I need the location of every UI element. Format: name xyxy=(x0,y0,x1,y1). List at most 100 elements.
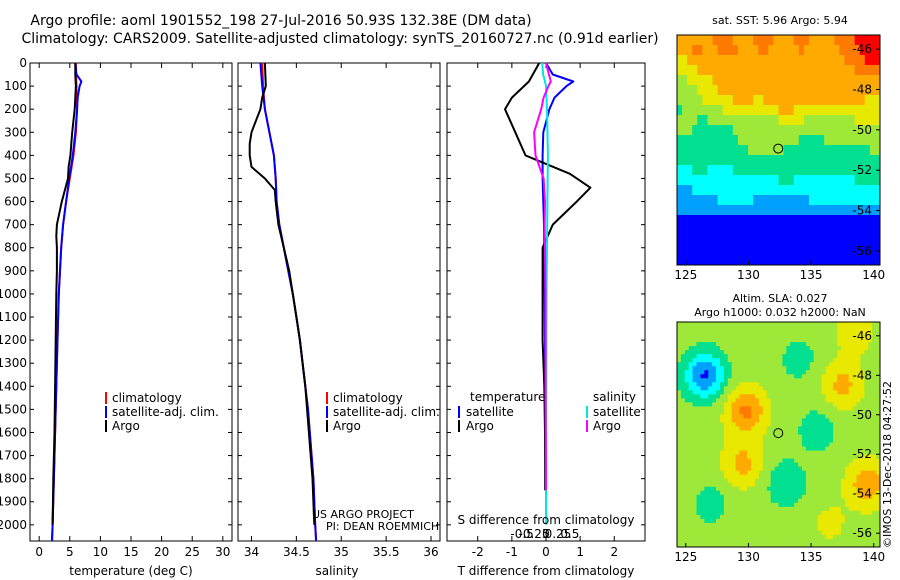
sla-cell xyxy=(684,434,690,439)
sla-cell xyxy=(813,374,818,379)
sst-cell xyxy=(798,135,805,146)
sla-cell xyxy=(739,446,744,451)
sst-cell xyxy=(692,135,698,146)
sla-cell xyxy=(840,434,846,439)
sla-cell xyxy=(852,418,857,423)
sla-cell xyxy=(755,346,760,351)
sla-cell xyxy=(774,394,779,399)
sla-cell xyxy=(723,474,729,480)
sst-cell xyxy=(692,145,698,156)
sst-cell xyxy=(793,175,800,186)
sst-cell xyxy=(778,245,784,256)
sla-cell xyxy=(840,446,846,451)
sla-cell xyxy=(708,378,713,383)
sla-cell xyxy=(829,510,834,516)
sst-cell xyxy=(864,245,871,256)
sla-cell xyxy=(704,438,709,443)
sla-cell xyxy=(872,390,877,395)
sla-cell xyxy=(762,530,768,536)
sla-cell xyxy=(782,338,787,343)
sst-cell xyxy=(758,55,764,66)
sla-cell xyxy=(762,498,768,504)
sst-cell xyxy=(864,105,871,116)
project-note-line-2: PI: DEAN ROEMMICH xyxy=(326,520,439,533)
sst-cell xyxy=(859,225,866,236)
sst-cell xyxy=(768,195,774,206)
sla-cell xyxy=(766,338,772,343)
y-tick-label: 1800 xyxy=(0,472,27,486)
sst-cell xyxy=(859,55,866,66)
sla-cell xyxy=(727,466,733,472)
sst-cell xyxy=(849,215,856,226)
sla-cell xyxy=(770,518,775,524)
sla-cell xyxy=(708,470,713,476)
sla-cell xyxy=(719,462,725,468)
sla-cell xyxy=(716,446,721,451)
sla-cell xyxy=(840,394,846,399)
y-tick-label: 1100 xyxy=(0,310,27,324)
sla-cell xyxy=(864,514,869,520)
sla-cell xyxy=(801,386,807,391)
sla-cell xyxy=(809,466,815,472)
sla-cell xyxy=(696,410,701,415)
sla-cell xyxy=(747,354,752,359)
sla-cell xyxy=(872,438,877,443)
sla-cell xyxy=(739,330,744,335)
sla-cell xyxy=(833,422,838,427)
sla-cell xyxy=(805,498,811,504)
sst-cell xyxy=(788,185,795,196)
sst-cell xyxy=(717,205,724,216)
sla-cell xyxy=(751,402,756,407)
sst-cell xyxy=(732,205,739,216)
sla-cell xyxy=(868,358,873,363)
sla-cell xyxy=(794,434,799,439)
sla-cell xyxy=(794,478,799,484)
sla-cell xyxy=(794,498,799,504)
sla-cell xyxy=(872,474,877,480)
sla-cell xyxy=(856,434,861,439)
sla-cell xyxy=(786,386,791,391)
sst-cell xyxy=(748,255,754,266)
sla-cell xyxy=(716,398,721,403)
sla-cell xyxy=(743,486,748,492)
sst-cell xyxy=(869,255,876,266)
sla-cell xyxy=(794,374,799,379)
sla-cell xyxy=(868,370,873,375)
sla-cell xyxy=(743,338,748,343)
sst-cell xyxy=(702,95,708,106)
sla-cell xyxy=(739,342,744,347)
sla-cell xyxy=(813,430,818,435)
sla-cell xyxy=(790,514,795,520)
sst-cell xyxy=(839,195,845,206)
sla-cell xyxy=(825,334,830,339)
sla-cell xyxy=(790,506,795,512)
sla-cell xyxy=(790,362,795,367)
sla-cell xyxy=(696,450,701,455)
sst-cell xyxy=(854,165,861,176)
sst-cell xyxy=(834,95,840,106)
sla-cell xyxy=(805,402,811,407)
sla-cell xyxy=(801,474,807,480)
sla-cell xyxy=(731,406,736,411)
sst-cell xyxy=(722,185,729,196)
sla-cell xyxy=(735,470,740,476)
sla-cell xyxy=(688,482,694,488)
sla-cell xyxy=(712,450,717,455)
sla-cell xyxy=(809,334,815,339)
sla-cell xyxy=(680,502,686,508)
sst-cell xyxy=(824,205,830,216)
sla-cell xyxy=(758,466,764,472)
sst-cell xyxy=(803,145,810,156)
sla-cell xyxy=(825,390,830,395)
sla-cell xyxy=(813,394,818,399)
sla-cell xyxy=(837,450,842,455)
sla-cell xyxy=(758,506,764,512)
sst-cell xyxy=(803,165,810,176)
sla-cell xyxy=(848,426,854,431)
sst-cell xyxy=(814,35,820,46)
sla-cell xyxy=(716,358,721,363)
sla-cell xyxy=(852,342,857,347)
sla-cell xyxy=(680,522,686,528)
sst-cell xyxy=(773,145,779,156)
sst-cell xyxy=(717,235,724,246)
